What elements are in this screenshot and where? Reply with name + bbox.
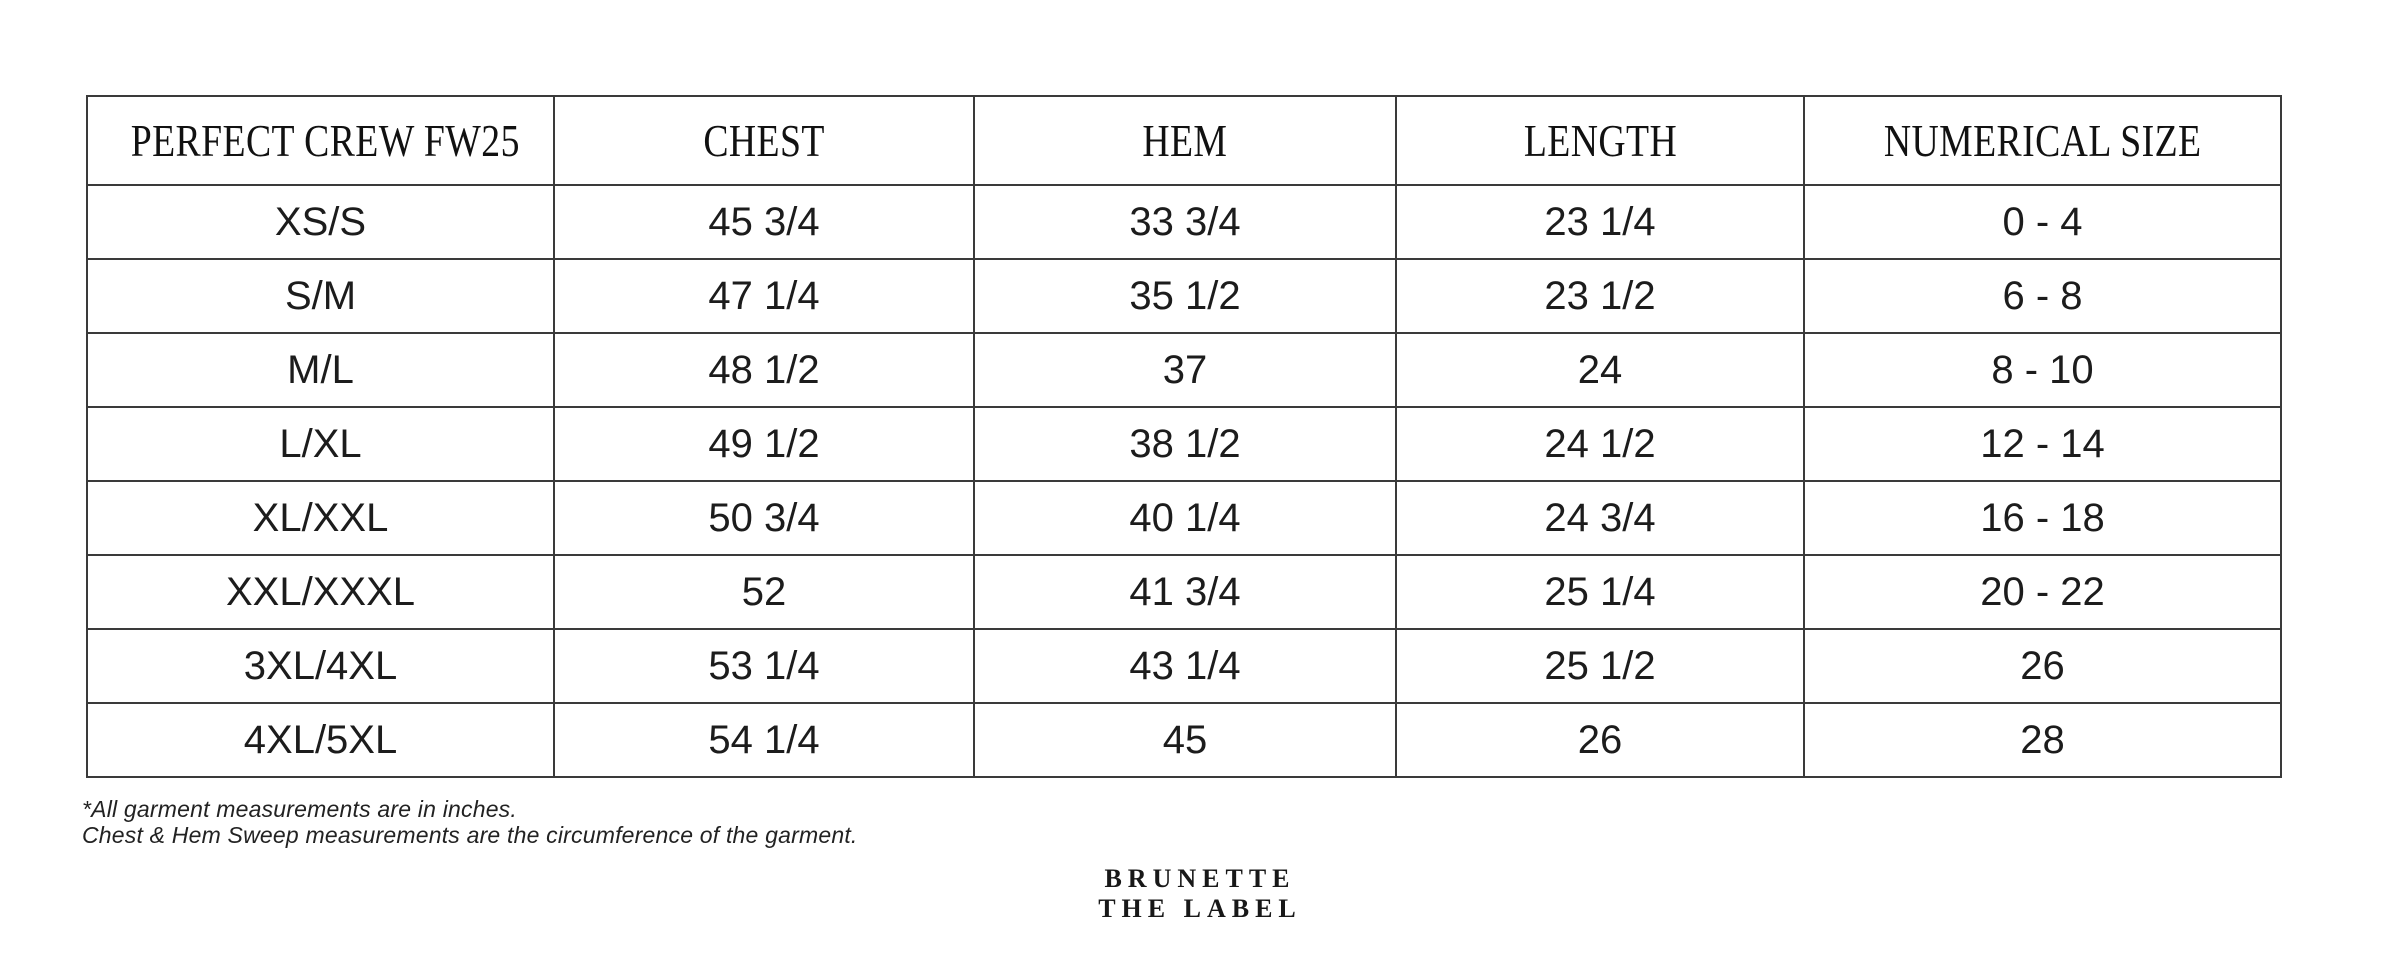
chest-cell: 53 1/4 [553, 628, 975, 704]
measurement-footnotes: *All garment measurements are in inches.… [82, 796, 858, 848]
header-product: PERFECT CREW FW25 [86, 95, 555, 186]
table-row-s-m: S/M 47 1/4 35 1/2 23 1/2 6 - 8 [86, 258, 2282, 334]
header-row: PERFECT CREW FW25 CHEST HEM LENGTH NUMER… [86, 95, 2282, 186]
chest-cell: 54 1/4 [553, 702, 975, 778]
brand-logo-line2: THE LABEL [1098, 894, 1302, 923]
numerical-size-cell: 26 [1803, 628, 2282, 704]
size-cell: XL/XXL [86, 480, 555, 556]
hem-cell: 37 [973, 332, 1397, 408]
numerical-size-cell: 28 [1803, 702, 2282, 778]
header-numerical-size: NUMERICAL SIZE [1803, 95, 2282, 186]
numerical-size-cell: 0 - 4 [1803, 184, 2282, 260]
length-cell: 23 1/2 [1395, 258, 1805, 334]
table-row-xl-xxl: XL/XXL 50 3/4 40 1/4 24 3/4 16 - 18 [86, 480, 2282, 556]
table-row-3xl-4xl: 3XL/4XL 53 1/4 43 1/4 25 1/2 26 [86, 628, 2282, 704]
header-length-label: LENGTH [1523, 115, 1677, 166]
brand-logo-line1: BRUNETTE [1104, 864, 1296, 893]
table-row-m-l: M/L 48 1/2 37 24 8 - 10 [86, 332, 2282, 408]
size-cell: XS/S [86, 184, 555, 260]
hem-cell: 41 3/4 [973, 554, 1397, 630]
chest-cell: 50 3/4 [553, 480, 975, 556]
chest-cell: 48 1/2 [553, 332, 975, 408]
hem-cell: 38 1/2 [973, 406, 1397, 482]
table-row-xxl-xxxl: XXL/XXXL 52 41 3/4 25 1/4 20 - 22 [86, 554, 2282, 630]
header-hem: HEM [973, 95, 1397, 186]
header-numerical-size-label: NUMERICAL SIZE [1883, 115, 2202, 166]
header-hem-label: HEM [1142, 115, 1228, 166]
numerical-size-cell: 20 - 22 [1803, 554, 2282, 630]
size-cell: 4XL/5XL [86, 702, 555, 778]
size-chart-table: PERFECT CREW FW25 CHEST HEM LENGTH NUMER… [86, 95, 2282, 778]
numerical-size-cell: 8 - 10 [1803, 332, 2282, 408]
numerical-size-cell: 16 - 18 [1803, 480, 2282, 556]
header-length: LENGTH [1395, 95, 1805, 186]
length-cell: 24 1/2 [1395, 406, 1805, 482]
size-cell: 3XL/4XL [86, 628, 555, 704]
chest-cell: 49 1/2 [553, 406, 975, 482]
hem-cell: 43 1/4 [973, 628, 1397, 704]
length-cell: 24 [1395, 332, 1805, 408]
table-row-4xl-5xl: 4XL/5XL 54 1/4 45 26 28 [86, 702, 2282, 778]
size-cell: L/XL [86, 406, 555, 482]
length-cell: 23 1/4 [1395, 184, 1805, 260]
length-cell: 24 3/4 [1395, 480, 1805, 556]
hem-cell: 35 1/2 [973, 258, 1397, 334]
footnote-units: *All garment measurements are in inches. [82, 796, 517, 822]
size-cell: XXL/XXXL [86, 554, 555, 630]
header-chest-label: CHEST [703, 115, 825, 166]
numerical-size-cell: 12 - 14 [1803, 406, 2282, 482]
brand-logo: BRUNETTE THE LABEL [0, 864, 2400, 924]
numerical-size-cell: 6 - 8 [1803, 258, 2282, 334]
hem-cell: 45 [973, 702, 1397, 778]
table-row-l-xl: L/XL 49 1/2 38 1/2 24 1/2 12 - 14 [86, 406, 2282, 482]
hem-cell: 33 3/4 [973, 184, 1397, 260]
header-product-label: PERFECT CREW FW25 [130, 115, 520, 166]
hem-cell: 40 1/4 [973, 480, 1397, 556]
header-chest: CHEST [553, 95, 975, 186]
length-cell: 25 1/4 [1395, 554, 1805, 630]
chest-cell: 47 1/4 [553, 258, 975, 334]
table-row-xs-s: XS/S 45 3/4 33 3/4 23 1/4 0 - 4 [86, 184, 2282, 260]
chest-cell: 45 3/4 [553, 184, 975, 260]
size-cell: S/M [86, 258, 555, 334]
length-cell: 25 1/2 [1395, 628, 1805, 704]
size-cell: M/L [86, 332, 555, 408]
length-cell: 26 [1395, 702, 1805, 778]
footnote-circumference: Chest & Hem Sweep measurements are the c… [82, 822, 858, 848]
chest-cell: 52 [553, 554, 975, 630]
